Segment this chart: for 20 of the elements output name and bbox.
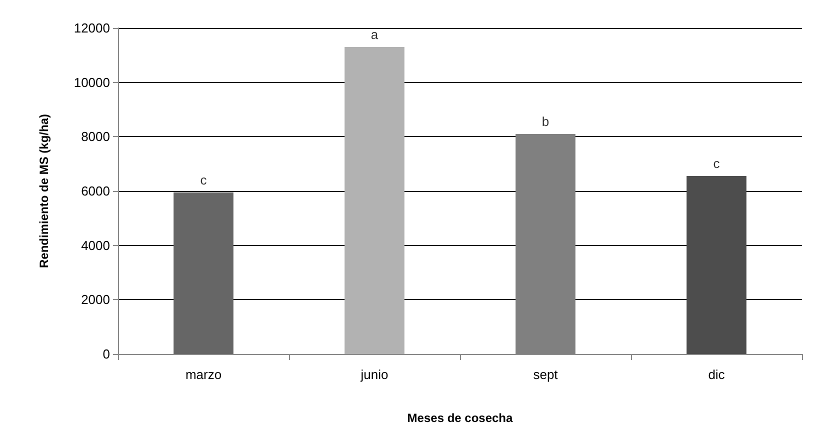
annotation: c (200, 172, 208, 188)
y-tick-label: 2000 (81, 292, 110, 308)
y-axis-title: Rendimiento de MS (kg/ha) (37, 114, 51, 268)
x-tick-label: sept (533, 367, 558, 382)
x-axis-title: Meses de cosecha (407, 411, 514, 425)
y-tick-label: 10000 (74, 74, 110, 90)
y-tick-label: 0 (102, 346, 110, 362)
bar (686, 176, 746, 354)
x-tick-label: dic (708, 367, 726, 382)
y-tick-label: 4000 (81, 238, 110, 253)
x-tick-label: junio (360, 367, 388, 382)
y-tick-label: 12000 (74, 20, 110, 36)
bar (344, 47, 404, 354)
bar (174, 192, 234, 354)
x-tick-label: marzo (185, 367, 222, 382)
annotation: b (542, 114, 550, 129)
annotation: c (713, 156, 720, 172)
annotation: a (370, 27, 379, 42)
y-tick-label: 6000 (81, 184, 110, 198)
y-tick-label: 8000 (81, 129, 110, 144)
